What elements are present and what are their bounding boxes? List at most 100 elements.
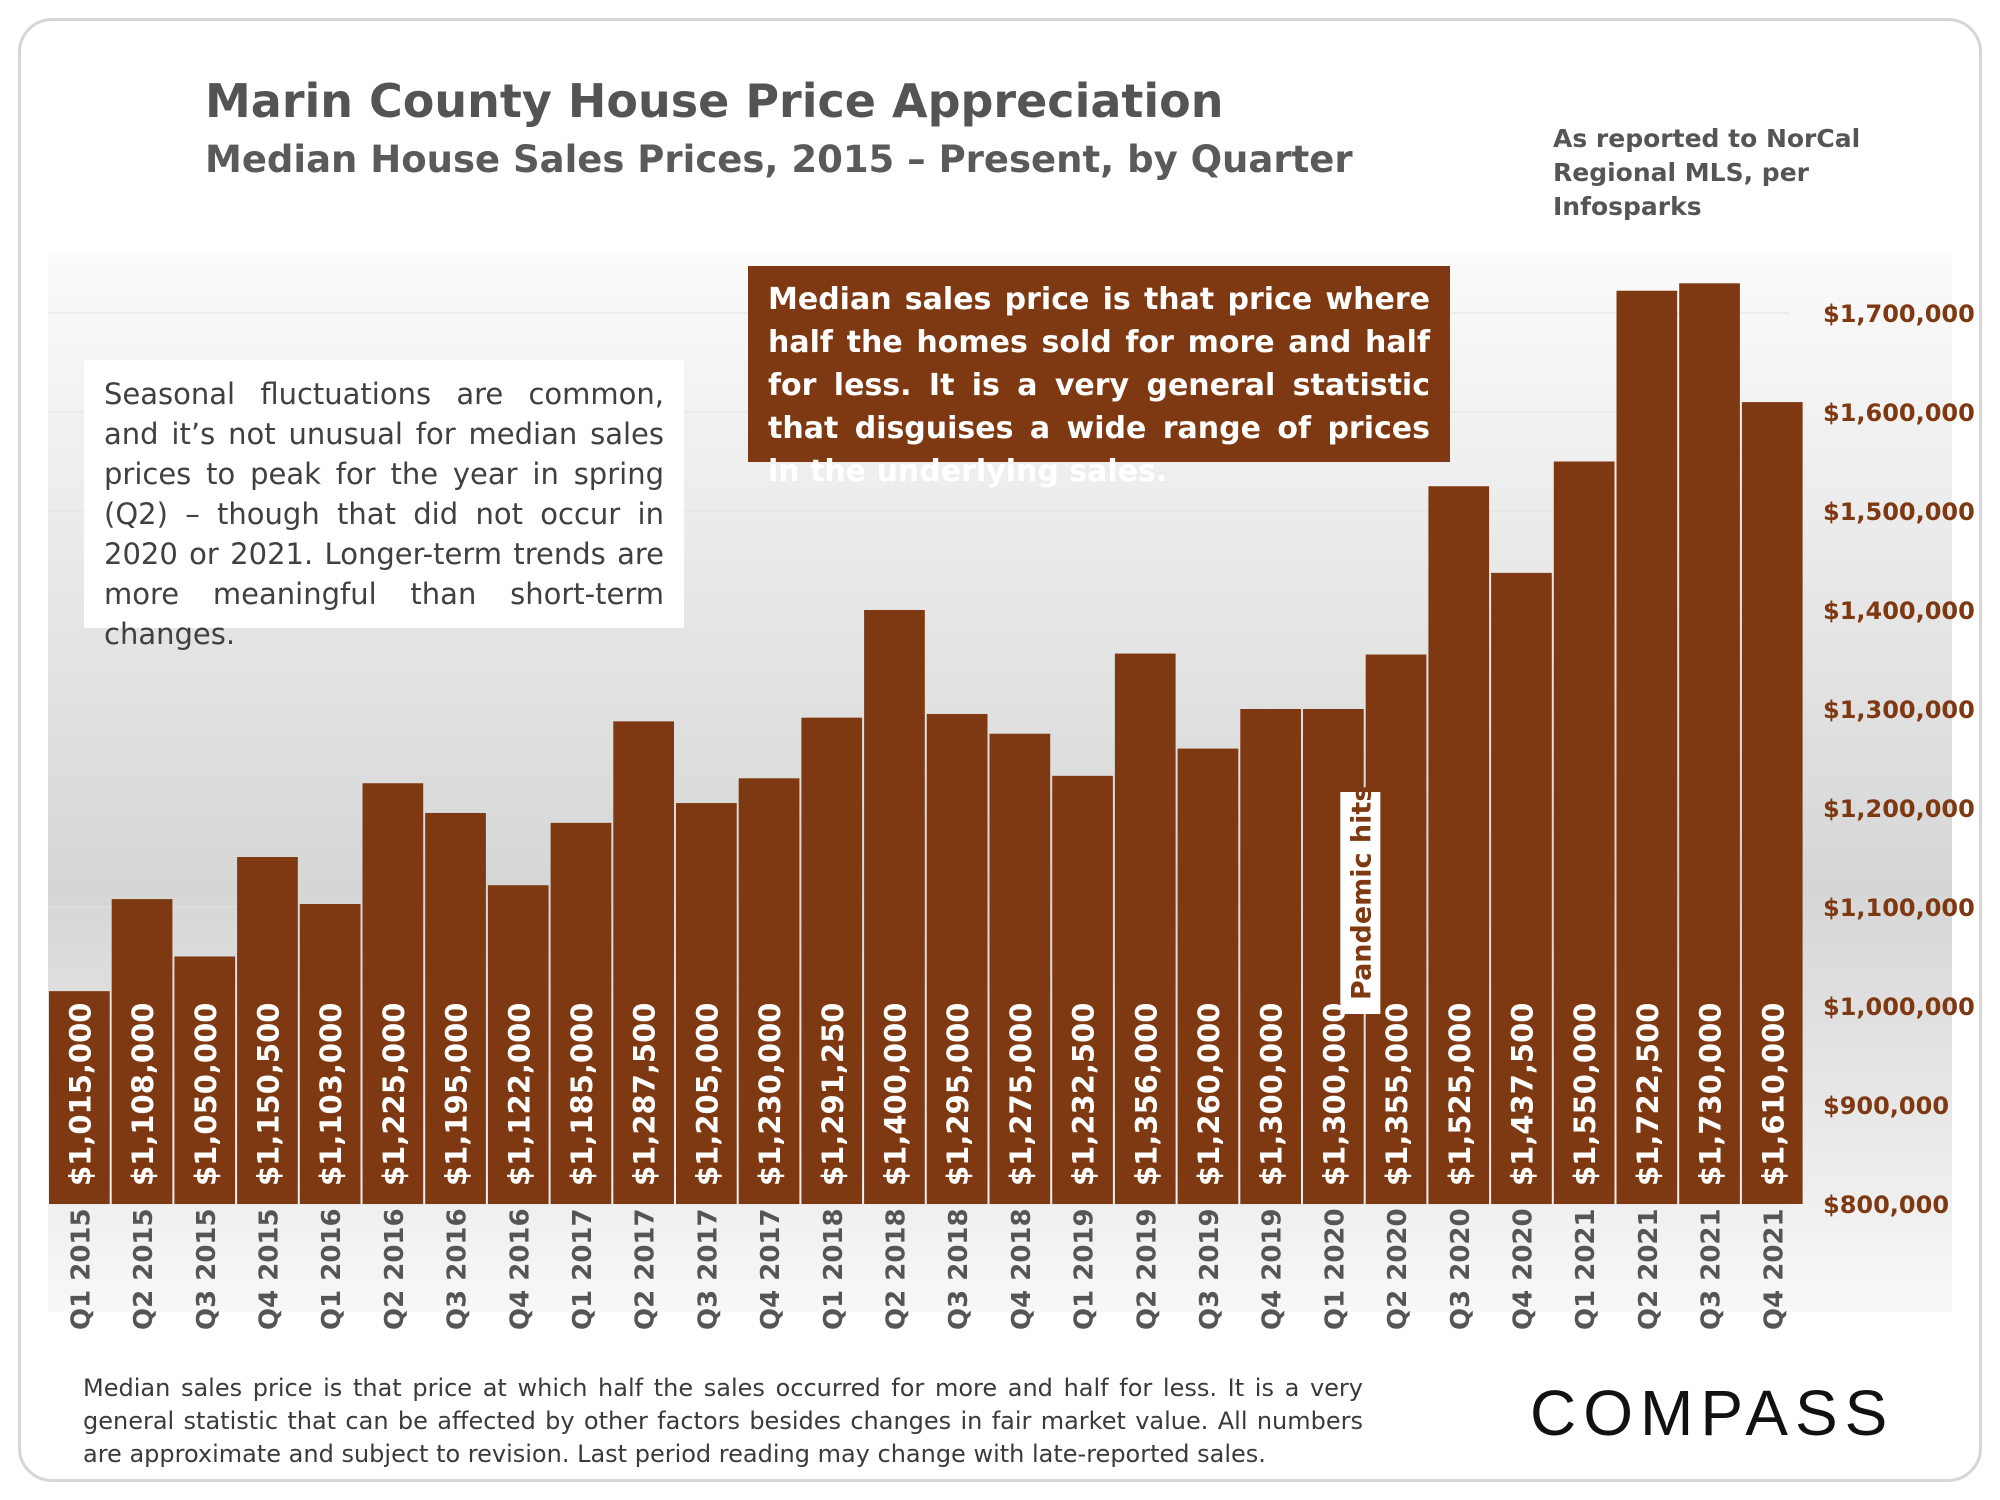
bar-value-label: $1,015,000 (63, 1003, 97, 1186)
bar-value-label: $1,232,500 (1067, 1003, 1101, 1186)
bar-value-labels: $1,015,000 $1,108,000 $1,050,000 $1,150,500… (63, 1003, 1790, 1186)
y-tick-label: $1,300,000 (1823, 696, 1975, 724)
y-axis-tick-labels: $800,000 $900,000 $1,000,000 $1,100,000 $1,2… (1823, 300, 1975, 1219)
x-tick-label: Q1 2021 (1571, 1208, 1601, 1330)
y-tick-label: $1,500,000 (1823, 498, 1975, 526)
x-tick-label: Q2 2019 (1132, 1208, 1162, 1330)
bar-value-label: $1,185,000 (565, 1003, 599, 1186)
x-tick-label: Q1 2015 (66, 1208, 96, 1330)
chart-subtitle: Median House Sales Prices, 2015 – Presen… (205, 138, 1353, 181)
bar-value-label: $1,050,000 (189, 1003, 223, 1186)
bar (613, 721, 674, 1204)
bar (237, 857, 298, 1204)
median-definition-note: Median sales price is that price where h… (748, 266, 1450, 489)
bar-value-label: $1,437,500 (1505, 1003, 1539, 1186)
bar-value-label: $1,103,000 (314, 1003, 348, 1186)
bar-value-label: $1,230,000 (753, 1003, 787, 1186)
y-tick-label: $1,100,000 (1823, 894, 1975, 922)
pandemic-annotation: Pandemic hits (1346, 786, 1377, 1000)
x-tick-label: Q4 2020 (1508, 1208, 1538, 1330)
bar-value-label: $1,722,500 (1631, 1003, 1665, 1186)
x-tick-label: Q4 2021 (1759, 1208, 1789, 1330)
x-tick-label: Q2 2018 (881, 1208, 911, 1330)
bar-value-label: $1,291,250 (816, 1003, 850, 1186)
bar (49, 991, 110, 1204)
bar (1240, 709, 1301, 1204)
bar (425, 812, 486, 1204)
bar-value-label: $1,275,000 (1004, 1003, 1038, 1186)
source-line-2: Regional MLS, per Infosparks (1553, 158, 1809, 221)
bar-value-label: $1,356,000 (1129, 1003, 1163, 1186)
bar (362, 783, 424, 1204)
bar (1741, 402, 1803, 1205)
bar (1553, 461, 1615, 1204)
x-tick-label: Q1 2020 (1320, 1208, 1350, 1330)
bar-value-label: $1,225,000 (377, 1003, 411, 1186)
bar (1428, 486, 1490, 1204)
annotation-background (1340, 792, 1381, 1014)
bar (174, 956, 236, 1204)
y-tick-label: $1,700,000 (1823, 300, 1975, 328)
bar (487, 885, 549, 1204)
seasonal-note: Seasonal fluctuations are common, and it… (84, 360, 684, 651)
bar (926, 713, 988, 1204)
x-tick-label: Q3 2017 (693, 1208, 723, 1330)
x-axis-tick-labels: Q1 2015 Q2 2015 Q3 2015 Q4 2015 Q1 2016 Q2 20… (66, 1208, 1789, 1330)
bar-value-label: $1,150,500 (251, 1003, 285, 1186)
source-line-1: As reported to NorCal (1553, 124, 1861, 153)
bar (550, 822, 612, 1204)
bar (864, 610, 925, 1204)
bar (989, 733, 1051, 1204)
bar-value-label: $1,300,000 (1317, 1003, 1351, 1186)
x-tick-label: Q3 2019 (1195, 1208, 1225, 1330)
x-tick-label: Q3 2015 (192, 1208, 222, 1330)
bar-value-label: $1,195,000 (440, 1003, 474, 1186)
y-tick-label: $1,600,000 (1823, 399, 1975, 427)
bar (1114, 653, 1176, 1204)
footnote: Median sales price is that price at whic… (83, 1374, 1363, 1468)
x-tick-label: Q4 2017 (756, 1208, 786, 1330)
bar (1616, 290, 1678, 1205)
y-tick-label: $900,000 (1823, 1092, 1949, 1120)
bar-value-label: $1,730,000 (1694, 1003, 1728, 1186)
x-tick-label: Q2 2016 (380, 1208, 410, 1330)
bar-value-label: $1,122,000 (502, 1003, 536, 1186)
chart-title: Marin County House Price Appreciation (205, 74, 1224, 128)
x-tick-label: Q2 2020 (1383, 1208, 1413, 1330)
y-tick-label: $1,400,000 (1823, 597, 1975, 625)
y-tick-label: $800,000 (1823, 1191, 1949, 1219)
x-tick-label: Q4 2016 (505, 1208, 535, 1330)
bar (738, 778, 800, 1204)
x-tick-label: Q3 2018 (944, 1208, 974, 1330)
bar-value-label: $1,550,000 (1568, 1003, 1602, 1186)
bar (1052, 775, 1113, 1204)
bar-value-label: $1,400,000 (878, 1003, 912, 1186)
x-tick-label: Q1 2016 (317, 1208, 347, 1330)
bar (1491, 572, 1552, 1204)
x-tick-label: Q3 2016 (443, 1208, 473, 1330)
bar (299, 904, 361, 1204)
bar-value-label: $1,300,000 (1255, 1003, 1289, 1186)
bar-value-label: $1,610,000 (1756, 1003, 1790, 1186)
bar (1679, 283, 1740, 1204)
bar-value-label: $1,205,000 (690, 1003, 724, 1186)
x-tick-label: Q2 2017 (631, 1208, 661, 1330)
bar (1177, 748, 1239, 1204)
x-tick-label: Q3 2021 (1697, 1208, 1727, 1330)
x-tick-label: Q4 2018 (1007, 1208, 1037, 1330)
compass-logo: COMPASS (1530, 1377, 1895, 1449)
bar-value-label: $1,525,000 (1443, 1003, 1477, 1186)
bar-value-label: $1,287,500 (628, 1003, 662, 1186)
x-tick-label: Q2 2021 (1634, 1208, 1664, 1330)
x-tick-label: Q4 2019 (1258, 1208, 1288, 1330)
x-tick-label: Q1 2019 (1070, 1208, 1100, 1330)
bar-value-label: $1,108,000 (126, 1003, 160, 1186)
annotations: Pandemic hits (1340, 786, 1381, 1014)
bar-value-label: $1,295,000 (941, 1003, 975, 1186)
bar (111, 899, 173, 1204)
source-note: As reported to NorCal Regional MLS, per … (1553, 122, 1933, 224)
bar (676, 803, 737, 1204)
x-tick-label: Q4 2015 (254, 1208, 284, 1330)
x-tick-label: Q2 2015 (129, 1208, 159, 1330)
x-tick-label: Q1 2017 (568, 1208, 598, 1330)
